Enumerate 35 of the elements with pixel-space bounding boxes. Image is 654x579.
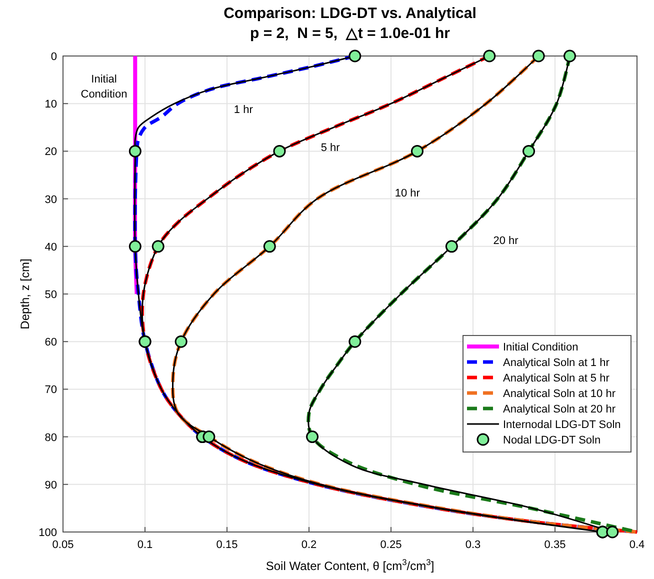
y-tick-label: 90 [44, 479, 57, 492]
annotation: 20 hr [493, 235, 519, 248]
x-tick-label: 0.3 [465, 539, 481, 551]
x-tick-label: 0.1 [137, 539, 153, 551]
legend-label: Analytical Soln at 5 hr [503, 372, 610, 384]
legend-label: Nodal LDG-DT Soln [503, 434, 601, 446]
chart-subtitle: p = 2, N = 5, △t = 1.0e-01 hr [250, 25, 450, 42]
annotation: 10 hr [394, 187, 420, 200]
legend-label: Initial Condition [503, 342, 578, 354]
y-tick-label: 30 [44, 194, 57, 206]
annotation: Initial Condition [80, 73, 128, 100]
legend-label: Analytical Soln at 10 hr [503, 388, 616, 400]
y-tick-label: 70 [44, 384, 57, 396]
x-tick-label: 0.15 [216, 539, 238, 551]
y-tick-label: 80 [44, 432, 57, 444]
legend-label: Analytical Soln at 20 hr [503, 404, 616, 416]
x-tick-label: 0.4 [629, 539, 645, 551]
x-tick-label: 0.25 [380, 539, 402, 551]
y-axis-title: Depth, z [cm] [18, 258, 32, 330]
annotation: 1 hr [234, 104, 254, 116]
chart-title: Comparison: LDG-DT vs. Analytical [224, 5, 476, 22]
y-tick-label: 60 [44, 336, 57, 349]
y-tick-label: 20 [44, 146, 57, 158]
legend-label: Analytical Soln at 1 hr [503, 357, 610, 369]
x-axis-title: Soil Water Content, θ [cm$^{3}$/cm$^{3}$] [266, 557, 434, 573]
x-tick-label: 0.2 [301, 539, 317, 551]
y-tick-label: 100 [38, 527, 57, 539]
x-tick-label: 0.05 [52, 539, 74, 551]
y-tick-label: 0 [50, 51, 57, 63]
y-tick-label: 40 [44, 241, 57, 254]
y-tick-label: 10 [44, 98, 57, 111]
y-tick-label: 50 [44, 289, 57, 301]
legend-label: Internodal LDG-DT Soln [503, 419, 621, 431]
x-tick-label: 0.35 [544, 539, 566, 551]
annotation: 5 hr [320, 142, 340, 154]
